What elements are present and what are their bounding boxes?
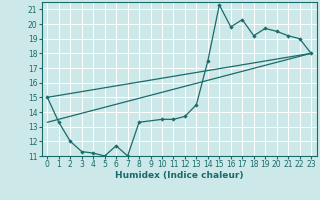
X-axis label: Humidex (Indice chaleur): Humidex (Indice chaleur) xyxy=(115,171,244,180)
